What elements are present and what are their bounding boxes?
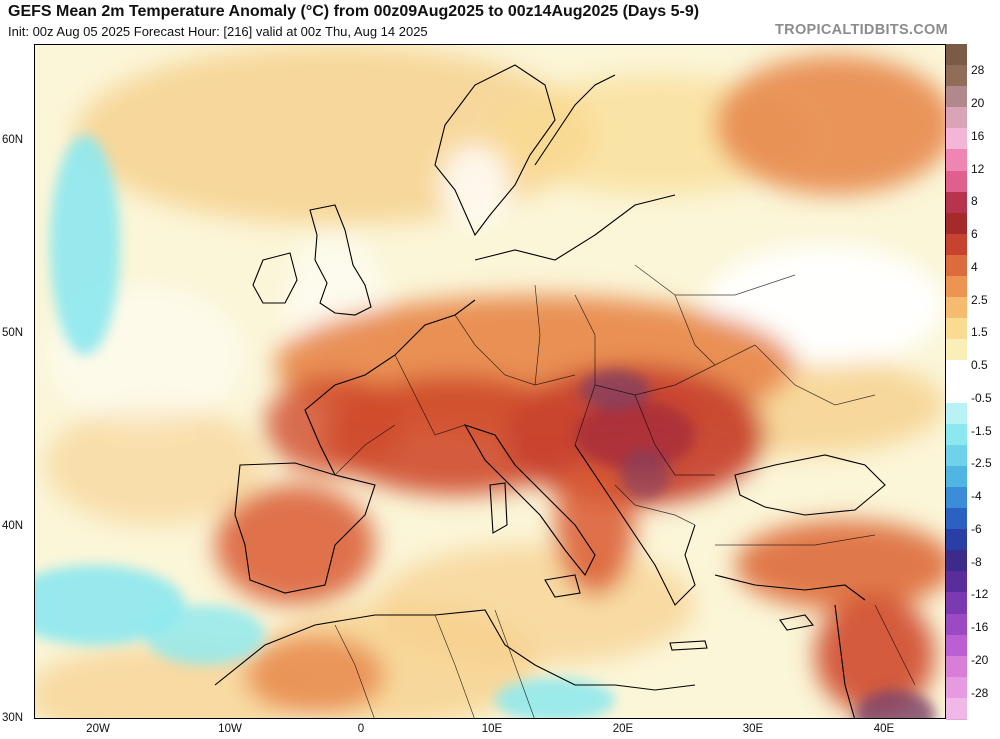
- lon-label-0: 0: [357, 723, 365, 735]
- lat-label-50n: 50N: [2, 327, 24, 339]
- cool-anomaly: [35, 135, 615, 718]
- colorbar-label: 8: [971, 194, 978, 209]
- colorbar-label: 6: [971, 227, 978, 242]
- colorbar-swatch: [946, 276, 967, 299]
- colorbar-swatch: [946, 634, 967, 657]
- colorbar-label: 2.5: [971, 292, 988, 307]
- colorbar-swatch: [946, 149, 967, 172]
- colorbar-label: -4: [971, 489, 982, 504]
- colorbar-swatch: [946, 444, 967, 467]
- colorbar-swatch: [946, 128, 967, 151]
- colorbar-swatch: [946, 191, 967, 214]
- colorbar-swatch: [946, 339, 967, 362]
- lon-label-30e: 30E: [742, 723, 764, 735]
- colorbar-swatch: [946, 254, 967, 278]
- colorbar-label: 12: [971, 161, 985, 176]
- colorbar-swatch: [946, 233, 967, 256]
- lon-label-10e: 10E: [481, 723, 503, 735]
- colorbar-label: 0.5: [971, 358, 988, 373]
- source-credit: TROPICALTIDBITS.COM: [775, 22, 948, 38]
- colorbar-swatch: [946, 44, 967, 67]
- lon-label-20e: 20E: [612, 723, 634, 735]
- colorbar-swatch: [946, 402, 967, 425]
- colorbar-swatch: [946, 697, 967, 720]
- colorbar-label: -16: [971, 620, 989, 635]
- colorbar-swatch: [946, 592, 967, 615]
- colorbar-label: 4: [971, 259, 978, 274]
- lon-label-20w: 20W: [86, 723, 110, 735]
- colorbar-label: -6: [971, 521, 982, 536]
- peak-anomaly: [575, 370, 935, 718]
- colorbar-label: -2.5: [971, 456, 992, 471]
- anomaly-map: [34, 44, 946, 719]
- lon-label-40e: 40E: [873, 723, 895, 735]
- colorbar-label: 1.5: [971, 325, 988, 340]
- lon-label-10w: 10W: [218, 723, 242, 735]
- colorbar-swatch: [946, 297, 967, 320]
- colorbar-swatch: [946, 65, 967, 88]
- colorbar-label: 20: [971, 95, 985, 110]
- coastlines: [214, 64, 886, 718]
- colorbar-label: -0.5: [971, 390, 992, 405]
- colorbar-swatch: [946, 508, 967, 531]
- colorbar-swatch: [946, 86, 967, 109]
- colorbar-swatch: [946, 486, 967, 510]
- colorbar-swatch: [946, 655, 967, 678]
- lat-label-40n: 40N: [2, 520, 24, 532]
- colorbar-swatch: [946, 318, 967, 341]
- colorbar-swatch: [946, 423, 967, 446]
- colorbar-swatch: [946, 676, 967, 699]
- country-borders: [334, 264, 916, 718]
- colorbar-swatch: [946, 381, 967, 404]
- colorbar-label: -1.5: [971, 423, 992, 438]
- map-subtitle: Init: 00z Aug 05 2025 Forecast Hour: [21…: [8, 24, 428, 39]
- colorbar-label: -8: [971, 554, 982, 569]
- anomaly-fields: [35, 45, 945, 718]
- lat-label-30n: 30N: [2, 712, 24, 724]
- colorbar-swatch: [946, 212, 967, 235]
- colorbar-swatch: [946, 571, 967, 594]
- map-canvas: [35, 45, 945, 718]
- colorbar-swatch: [946, 613, 967, 636]
- colorbar-swatch: [946, 550, 967, 573]
- colorbar-swatch: [946, 170, 967, 193]
- colorbar-swatch: [946, 107, 967, 130]
- colorbar: 28 20 16 12 8 6 4 2.5 1.5 0.5 -0.5 -1.5 -2.5 -4 -6 -8 -1…: [946, 44, 1000, 720]
- colorbar-swatch: [946, 465, 967, 488]
- colorbar-swatch: [946, 529, 967, 552]
- colorbar-label: 16: [971, 128, 985, 143]
- lat-label-60n: 60N: [2, 134, 24, 146]
- map-title: GEFS Mean 2m Temperature Anomaly (°C) fr…: [8, 3, 700, 20]
- colorbar-label: 28: [971, 63, 985, 78]
- colorbar-swatch: [946, 360, 967, 383]
- colorbar-label: -12: [971, 587, 989, 602]
- colorbar-label: -20: [971, 653, 989, 668]
- colorbar-label: -28: [971, 685, 989, 700]
